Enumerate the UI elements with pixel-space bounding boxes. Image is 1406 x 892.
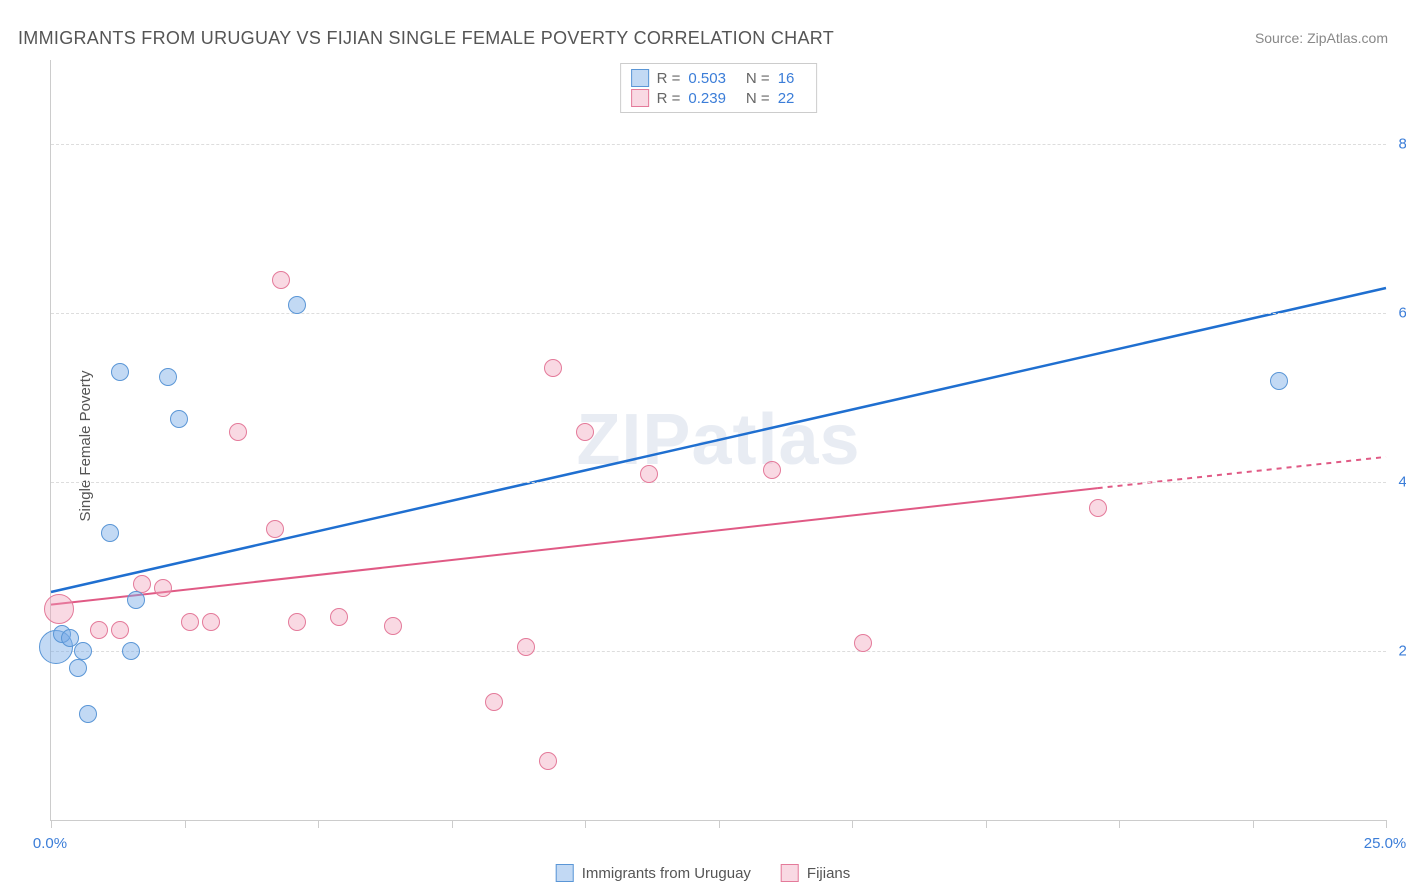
legend-label-fijians: Fijians [807,865,850,882]
scatter-point-fijians [330,608,348,626]
scatter-point-uruguay [288,296,306,314]
scatter-point-uruguay [101,524,119,542]
x-tick [852,820,853,828]
scatter-point-fijians [763,461,781,479]
scatter-point-fijians [544,359,562,377]
x-tick-label: 25.0% [1364,835,1406,852]
x-tick-label: 0.0% [33,835,67,852]
scatter-point-fijians [44,594,74,624]
gridline [51,313,1386,314]
chart-plot-area: ZIPatlas R = 0.503 N = 16 R = 0.239 N = … [50,60,1386,821]
x-tick [986,820,987,828]
scatter-point-uruguay [170,410,188,428]
legend-label-uruguay: Immigrants from Uruguay [582,865,751,882]
scatter-point-fijians [517,638,535,656]
x-tick [318,820,319,828]
scatter-point-fijians [111,621,129,639]
scatter-point-fijians [640,465,658,483]
scatter-point-fijians [288,613,306,631]
gridline [51,144,1386,145]
scatter-point-uruguay [111,363,129,381]
series-legend: Immigrants from Uruguay Fijians [556,864,851,882]
trend-line [51,288,1386,592]
swatch-uruguay [556,864,574,882]
x-tick [1119,820,1120,828]
y-tick-label: 20.0% [1398,643,1406,660]
x-tick [185,820,186,828]
y-tick-label: 60.0% [1398,305,1406,322]
chart-title: IMMIGRANTS FROM URUGUAY VS FIJIAN SINGLE… [18,28,834,49]
scatter-point-fijians [384,617,402,635]
scatter-point-fijians [133,575,151,593]
legend-item-fijians: Fijians [781,864,850,882]
scatter-point-uruguay [79,705,97,723]
x-tick [51,820,52,828]
scatter-point-uruguay [74,642,92,660]
swatch-fijians [781,864,799,882]
scatter-point-fijians [1089,499,1107,517]
x-tick [1253,820,1254,828]
scatter-point-fijians [229,423,247,441]
gridline [51,482,1386,483]
scatter-point-fijians [854,634,872,652]
scatter-point-fijians [154,579,172,597]
gridline [51,651,1386,652]
scatter-point-uruguay [159,368,177,386]
x-tick [585,820,586,828]
scatter-point-fijians [181,613,199,631]
x-tick [1386,820,1387,828]
scatter-point-uruguay [122,642,140,660]
scatter-point-uruguay [1270,372,1288,390]
scatter-point-fijians [266,520,284,538]
scatter-point-fijians [272,271,290,289]
y-tick-label: 80.0% [1398,136,1406,153]
x-tick [452,820,453,828]
source-attribution: Source: ZipAtlas.com [1255,30,1388,46]
trend-line [51,488,1098,605]
scatter-point-fijians [202,613,220,631]
trend-lines-layer [51,60,1386,820]
scatter-point-fijians [485,693,503,711]
scatter-point-fijians [539,752,557,770]
scatter-point-uruguay [127,591,145,609]
scatter-point-fijians [90,621,108,639]
scatter-point-uruguay [69,659,87,677]
trend-line [1098,457,1386,488]
x-tick [719,820,720,828]
legend-item-uruguay: Immigrants from Uruguay [556,864,751,882]
scatter-point-fijians [576,423,594,441]
y-tick-label: 40.0% [1398,474,1406,491]
